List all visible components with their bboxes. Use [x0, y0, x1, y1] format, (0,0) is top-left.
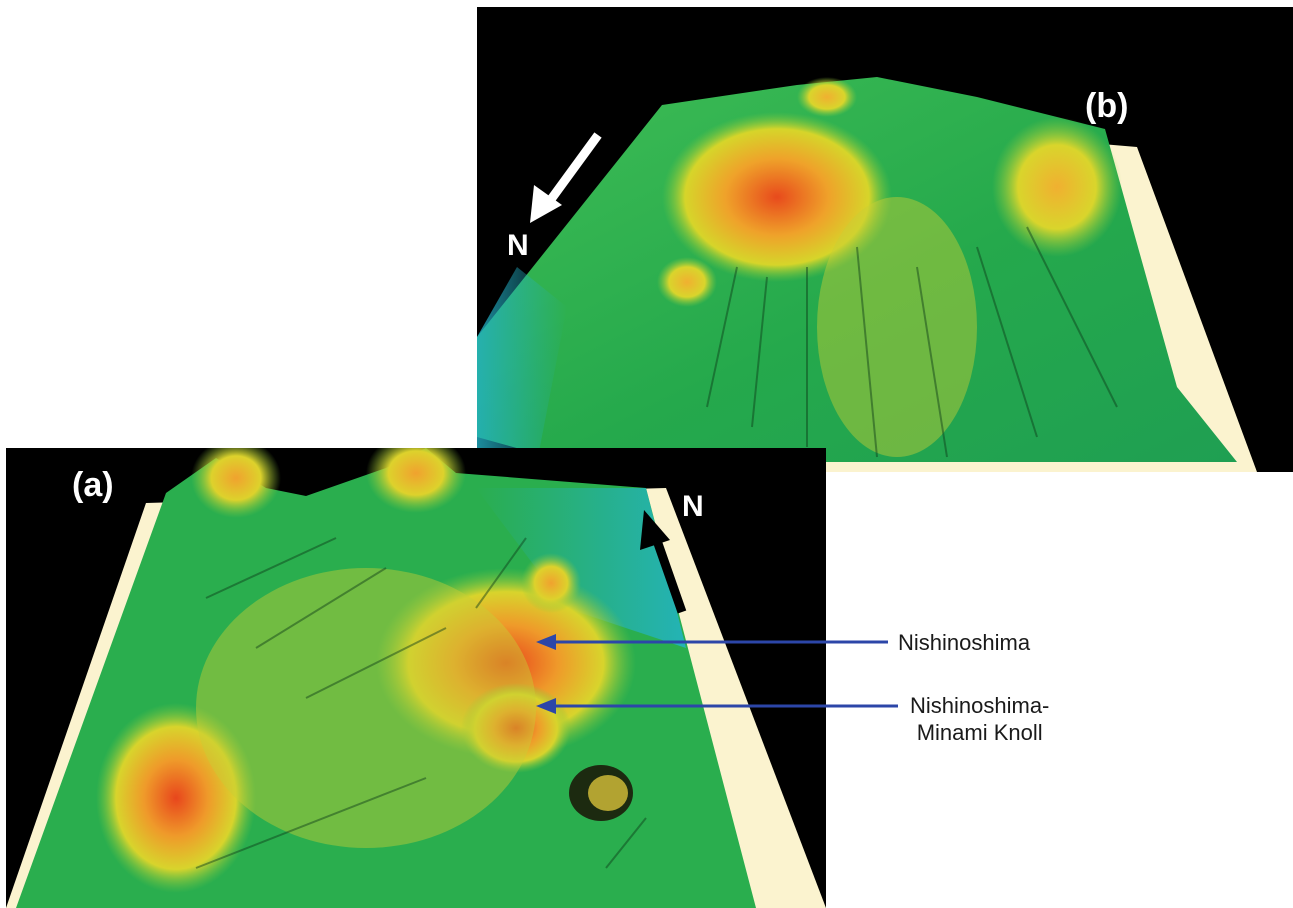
knoll-annotation-line-2: Minami Knoll [916, 720, 1043, 745]
panel-a-north-peak-2 [366, 448, 466, 513]
panel-a-main-summit [376, 568, 636, 758]
panel-a-terrain [6, 448, 826, 908]
panel-b-deep-water [477, 267, 567, 462]
panel-a-bathymetry: (a) N [6, 448, 826, 908]
panel-b-north-label: N [507, 229, 529, 262]
panel-a-north-peak-1 [191, 448, 281, 518]
panel-a-central-slope [196, 568, 536, 848]
panel-a-north-arrow-icon [640, 510, 687, 614]
panel-b-label: (b) [1085, 87, 1129, 125]
nishinoshima-minami-knoll-annotation: Nishinoshima- Minami Knoll [910, 692, 1049, 746]
panel-a-gully-shading [195, 537, 647, 869]
panel-a-southwest-ridge [96, 703, 256, 893]
panel-b-west-knoll [657, 257, 717, 307]
panel-b-east-summit [992, 117, 1122, 257]
panel-b-terrain [477, 77, 1257, 472]
panel-b-north-arrow-icon [530, 132, 602, 223]
panel-b-main-summit [662, 112, 892, 282]
panel-a-deep-water [476, 488, 686, 648]
panel-b-bathymetry: (b) N [477, 7, 1293, 472]
panel-a-north-label: N [682, 490, 704, 523]
nishinoshima-annotation: Nishinoshima [898, 630, 1031, 655]
panel-b-gully-shading [706, 226, 1118, 458]
panel-a-east-knoll [521, 553, 581, 613]
panel-b-ridge [817, 197, 977, 457]
panel-b-north-knoll [797, 77, 857, 117]
knoll-annotation-line-1: Nishinoshima- [910, 693, 1050, 718]
panel-a-crater-rim [588, 775, 628, 811]
panel-a-label: (a) [72, 466, 114, 504]
